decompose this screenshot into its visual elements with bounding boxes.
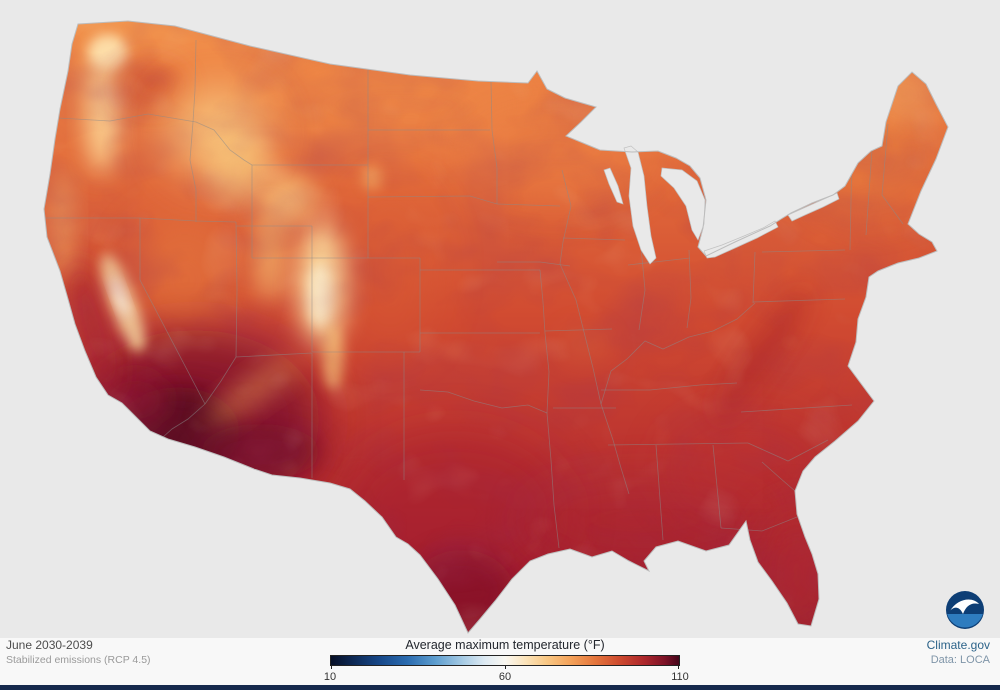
footer-accent-bar xyxy=(0,685,1000,690)
colorbar-tick-max: 110 xyxy=(671,671,689,683)
noaa-logo-sea xyxy=(947,614,983,628)
colorbar-tick-labels: 10 60 110 xyxy=(324,671,689,685)
map-period-label: June 2030-2039 xyxy=(6,638,93,652)
noaa-logo xyxy=(946,591,984,629)
lake-huron xyxy=(660,167,706,241)
green-bay xyxy=(603,167,624,205)
colorbar-tickmark xyxy=(331,665,332,669)
colorbar-gradient xyxy=(330,655,680,669)
colorbar-tick-min: 10 xyxy=(323,671,337,683)
state-borders xyxy=(45,39,904,549)
colorbar-tickmark xyxy=(505,665,506,669)
colorbar-tickmark xyxy=(678,665,679,669)
lake-ontario xyxy=(787,192,840,222)
us-outline xyxy=(43,20,949,634)
noaa-bird-icon xyxy=(950,599,979,614)
colorbar: Average maximum temperature (°F) 10 60 1… xyxy=(324,638,689,685)
brand-climate-gov: Climate.gov xyxy=(926,638,990,652)
colorbar-title: Average maximum temperature (°F) xyxy=(405,638,605,652)
map-scenario-label: Stabilized emissions (RCP 4.5) xyxy=(6,654,151,666)
data-source-label: Data: LOCA xyxy=(930,654,990,666)
colorbar-tick-mid: 60 xyxy=(498,671,512,683)
